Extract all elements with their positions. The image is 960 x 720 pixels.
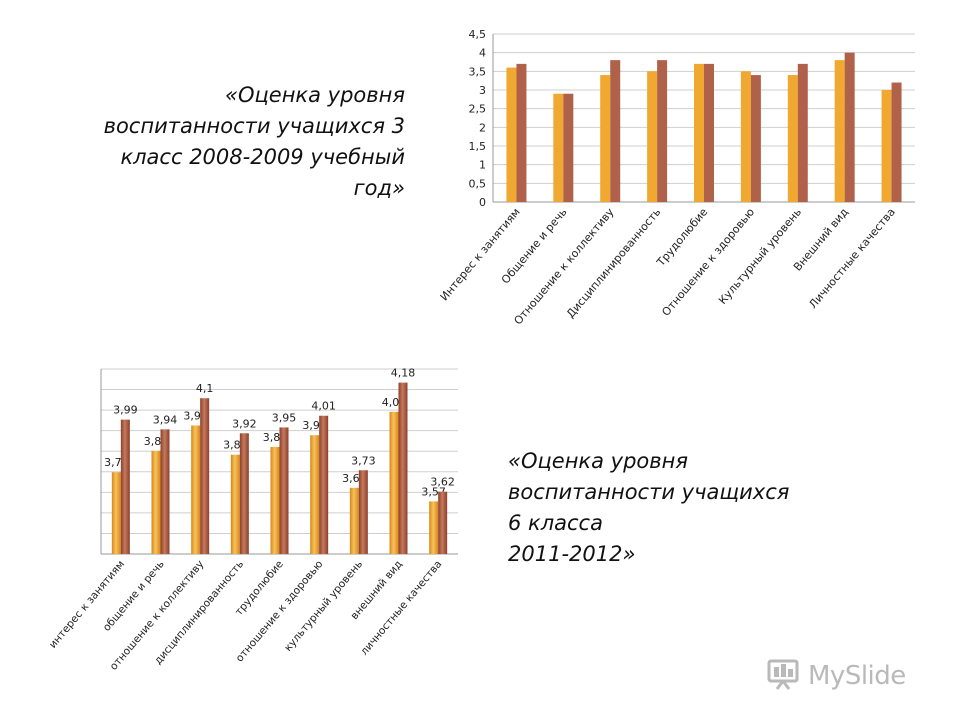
logo: MySlide	[766, 656, 906, 696]
x-tick-label: Личностные качества	[806, 206, 897, 311]
bar	[120, 419, 130, 554]
bar	[844, 52, 855, 202]
y-tick-label: 4	[479, 47, 486, 60]
x-tick-label: Отношение к коллективу	[511, 205, 616, 327]
bar	[279, 427, 289, 554]
bar	[358, 470, 368, 554]
bar	[398, 382, 408, 554]
y-tick-label: 3,5	[469, 65, 487, 78]
bar	[516, 63, 527, 202]
bar	[740, 71, 751, 202]
data-label: 3,94	[153, 413, 178, 426]
bar	[704, 63, 714, 202]
y-tick-label: 4,5	[469, 28, 487, 41]
bar	[160, 429, 170, 554]
y-tick-label: 0	[479, 196, 486, 209]
caption-bottom-line: 6 класса	[508, 511, 603, 535]
caption-bottom-line: 2011-2012»	[508, 542, 636, 566]
logo-text: MySlide	[808, 661, 906, 691]
bar	[111, 472, 121, 554]
bar	[239, 433, 249, 554]
data-label: 4,01	[311, 400, 336, 413]
x-tick-label: Интерес к занятиям	[438, 206, 523, 304]
x-tick-label: интерес к занятиям	[47, 558, 127, 650]
caption-top: «Оценка уровня воспитанности учащихся 3 …	[100, 80, 405, 204]
x-tick-label: Дисциплинированность	[564, 206, 663, 321]
bar	[270, 446, 280, 554]
bar	[694, 63, 704, 202]
y-tick-label: 2	[479, 121, 486, 134]
data-label: 3,73	[351, 454, 376, 467]
data-label: 3,95	[272, 411, 297, 424]
bar	[310, 435, 320, 554]
caption-bottom-line: воспитанности учащихся	[508, 480, 790, 504]
y-tick-label: 0,5	[469, 177, 487, 190]
bar	[647, 71, 658, 202]
bar	[787, 75, 798, 202]
bar	[891, 82, 902, 202]
bar	[151, 450, 161, 554]
bar	[610, 60, 621, 203]
caption-top-text: «Оценка уровня воспитанности учащихся 3 …	[103, 83, 405, 200]
bar	[191, 425, 201, 554]
bar	[349, 487, 359, 554]
data-label: 3,99	[113, 404, 138, 417]
bar	[600, 75, 611, 202]
bar	[881, 90, 892, 202]
bar	[797, 63, 808, 202]
bar	[438, 491, 448, 554]
caption-bottom-line: «Оценка уровня	[508, 449, 689, 473]
y-tick-label: 2,5	[469, 103, 487, 116]
x-tick-label: Отношение к здоровью	[659, 206, 757, 319]
data-label: 3,92	[232, 417, 257, 430]
x-tick-label: личностные качества	[358, 558, 444, 658]
bar	[553, 93, 564, 202]
data-label: 3,62	[430, 476, 455, 489]
bar	[563, 93, 574, 202]
bar	[750, 75, 761, 202]
bar	[389, 411, 399, 554]
bar	[834, 60, 845, 203]
y-tick-label: 1,5	[469, 140, 487, 153]
bar	[506, 67, 517, 202]
data-label: 4,1	[196, 382, 214, 395]
bar	[429, 501, 439, 554]
bar	[230, 454, 240, 554]
x-tick-label: Культурный уровень	[716, 206, 804, 307]
slides-icon	[766, 656, 802, 696]
y-tick-label: 3	[479, 84, 486, 97]
bar	[319, 415, 329, 554]
x-tick-label: культурный уровень	[282, 558, 365, 654]
caption-bottom: «Оценка уровня воспитанности учащихся 6 …	[508, 446, 808, 570]
y-tick-label: 1	[479, 159, 486, 172]
bar	[200, 398, 210, 554]
bar	[657, 60, 668, 203]
data-label: 4,18	[391, 367, 416, 380]
